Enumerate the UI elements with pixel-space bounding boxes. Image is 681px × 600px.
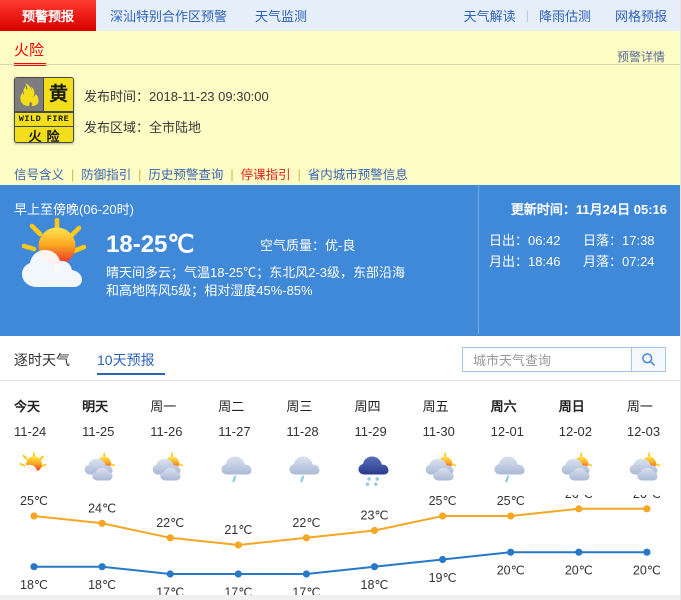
svg-text:18℃: 18℃	[88, 578, 116, 592]
svg-text:26℃: 26℃	[633, 495, 661, 501]
svg-text:23℃: 23℃	[361, 509, 389, 523]
svg-text:20℃: 20℃	[633, 564, 661, 578]
svg-text:25℃: 25℃	[497, 495, 525, 508]
svg-text:18℃: 18℃	[361, 578, 389, 592]
svg-text:24℃: 24℃	[88, 501, 116, 515]
svg-text:22℃: 22℃	[292, 516, 320, 530]
svg-text:18℃: 18℃	[20, 578, 48, 592]
svg-text:21℃: 21℃	[224, 523, 252, 537]
svg-text:19℃: 19℃	[429, 571, 457, 585]
svg-text:22℃: 22℃	[156, 516, 184, 530]
svg-text:25℃: 25℃	[20, 495, 48, 508]
svg-text:26℃: 26℃	[565, 495, 593, 501]
svg-text:20℃: 20℃	[565, 564, 593, 578]
svg-text:25℃: 25℃	[429, 495, 457, 508]
svg-text:20℃: 20℃	[497, 564, 525, 578]
